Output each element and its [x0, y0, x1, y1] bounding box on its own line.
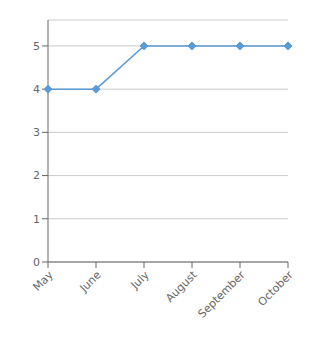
svg-text:2: 2 — [33, 169, 40, 182]
svg-text:June: June — [77, 268, 104, 295]
svg-text:October: October — [255, 268, 296, 309]
svg-text:September: September — [195, 268, 248, 321]
svg-text:1: 1 — [33, 213, 40, 226]
svg-text:5: 5 — [33, 40, 40, 53]
svg-text:4: 4 — [33, 83, 40, 96]
svg-text:August: August — [163, 268, 200, 305]
svg-text:3: 3 — [33, 126, 40, 139]
svg-text:0: 0 — [33, 256, 40, 269]
svg-text:May: May — [30, 268, 56, 294]
svg-text:July: July — [128, 268, 152, 292]
